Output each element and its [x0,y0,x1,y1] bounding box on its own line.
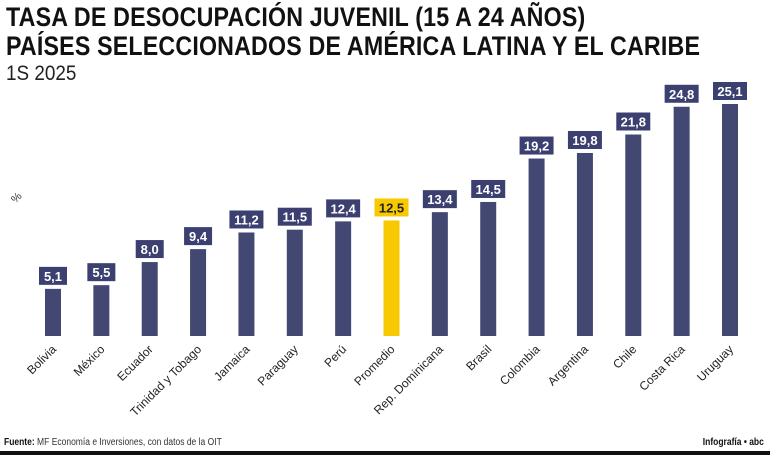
data-label-box [616,112,651,131]
x-tick-label: Ecuador [114,342,156,384]
data-label-box [87,263,116,282]
data-label: 12,5 [379,200,404,215]
data-label: 11,5 [282,210,307,225]
bar [238,232,255,336]
bar [673,106,690,336]
x-tick-label: Jamaica [211,342,253,384]
data-label: 19,8 [572,133,597,148]
data-label-box [471,179,506,198]
bar [286,229,303,336]
data-label-box [713,82,747,100]
x-tick-label: Perú [321,342,349,370]
data-label-box [184,227,213,246]
data-label: 8,0 [141,242,159,257]
bar [190,249,207,336]
bar [45,288,61,336]
data-label: 25,1 [717,84,742,99]
x-tick-label: Uruguay [694,342,736,384]
x-tick-label: Promedio [351,342,397,388]
data-label: 24,8 [669,87,694,102]
bar [383,220,400,336]
bar [335,221,352,336]
bar [141,262,158,336]
chart-title-2: PAÍSES SELECCIONADOS DE AMÉRICA LATINA Y… [6,31,701,61]
bottom-rule [0,451,770,455]
bar [625,134,642,336]
data-label: 13,4 [427,192,453,207]
data-label: 21,8 [621,115,646,130]
data-label-box [519,136,554,155]
data-label-box [229,210,264,229]
data-label-box [374,198,409,217]
data-label: 14,5 [476,182,501,197]
credit: Infografía • abc [702,437,764,448]
source-text: MF Economía e Inversiones, con datos de … [34,437,222,448]
x-tick-label: Chile [610,342,639,371]
x-tick-label: México [71,342,108,379]
data-label-box [277,207,312,226]
data-label: 5,1 [44,269,62,284]
bar [576,152,593,336]
data-label-box [326,199,361,218]
bar [528,158,545,336]
x-tick-label: Colombia [497,342,543,388]
x-tick-label: Bolivia [24,342,59,377]
data-label: 12,4 [330,201,356,216]
data-label-box [39,266,67,285]
chart-title: TASA DE DESOCUPACIÓN JUVENIL (15 A 24 AÑ… [6,2,586,32]
data-label-box [135,240,164,259]
data-label: 19,2 [524,139,549,154]
x-tick-label: Argentina [545,342,591,388]
data-label-box [664,84,699,103]
chart-subtitle: 1S 2025 [6,62,77,85]
data-label: 11,2 [234,212,259,227]
bar [480,201,497,336]
source-label: Fuente: [4,437,35,448]
bar [93,285,110,336]
x-tick-label: Brasil [463,342,494,373]
data-label: 5,5 [92,265,110,280]
source-note: Fuente: MF Economía e Inversiones, con d… [4,437,222,448]
data-label: 9,4 [189,229,208,244]
bar [431,212,448,336]
data-label-box [567,130,602,149]
x-tick-label: Paraguay [255,342,301,388]
data-label-box [422,190,457,209]
bar [722,104,738,336]
x-tick-label: Costa Rica [636,342,688,394]
